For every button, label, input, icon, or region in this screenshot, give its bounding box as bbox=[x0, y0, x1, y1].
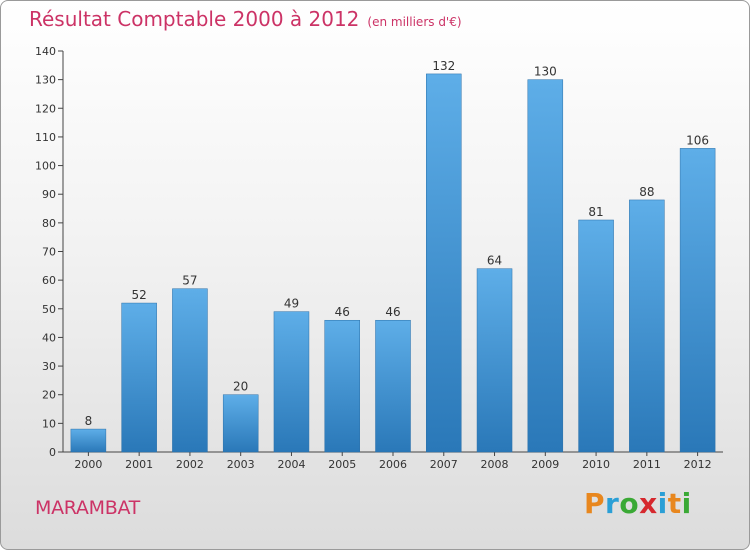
y-tick-label: 20 bbox=[42, 389, 56, 402]
bar-2002 bbox=[172, 288, 208, 453]
bar-2006 bbox=[375, 319, 411, 453]
bar-value-label: 20 bbox=[233, 380, 248, 394]
logo-letter: o bbox=[619, 487, 640, 520]
commune-name: MARAMBAT bbox=[35, 497, 140, 519]
logo-letter: i bbox=[681, 487, 692, 520]
bar-2005 bbox=[324, 319, 360, 453]
y-tick-label: 80 bbox=[42, 217, 56, 230]
x-tick-label: 2008 bbox=[481, 458, 509, 471]
y-tick-label: 30 bbox=[42, 360, 56, 373]
bar-value-label: 106 bbox=[686, 133, 709, 147]
chart-subtitle: (en milliers d'€) bbox=[367, 15, 462, 29]
bar-value-label: 46 bbox=[335, 305, 350, 319]
bar-2004 bbox=[273, 311, 310, 453]
x-tick-label: 2002 bbox=[176, 458, 204, 471]
y-tick-label: 0 bbox=[49, 446, 56, 459]
x-tick-label: 2009 bbox=[531, 458, 559, 471]
x-tick-label: 2012 bbox=[684, 458, 712, 471]
x-tick-label: 2006 bbox=[379, 458, 407, 471]
bar-2009 bbox=[527, 79, 564, 453]
logo-letter: x bbox=[639, 487, 658, 520]
x-tick-label: 2007 bbox=[430, 458, 458, 471]
x-tick-label: 2001 bbox=[125, 458, 153, 471]
y-tick-label: 10 bbox=[42, 417, 56, 430]
bar-value-label: 57 bbox=[182, 274, 197, 288]
logo-letter: i bbox=[657, 487, 668, 520]
y-tick-label: 70 bbox=[42, 246, 56, 259]
bars: 8 52 57 20 49 46 46 132 64 130 81 88 106 bbox=[70, 59, 716, 453]
y-tick-label: 50 bbox=[42, 303, 56, 316]
bar-value-label: 132 bbox=[432, 59, 455, 73]
y-tick-label: 100 bbox=[35, 160, 56, 173]
bar-value-label: 88 bbox=[639, 185, 654, 199]
bar-value-label: 52 bbox=[132, 288, 147, 302]
bar-2001 bbox=[121, 302, 157, 453]
y-tick-label: 90 bbox=[42, 188, 56, 201]
x-tick-label: 2003 bbox=[227, 458, 255, 471]
bar-2008 bbox=[476, 268, 513, 453]
bar-2012 bbox=[679, 148, 716, 453]
y-tick-label: 130 bbox=[35, 74, 56, 87]
y-tick-label: 60 bbox=[42, 274, 56, 287]
bar-2011 bbox=[629, 199, 665, 453]
bar-value-label: 81 bbox=[588, 205, 603, 219]
y-tick-label: 110 bbox=[35, 131, 56, 144]
bar-value-label: 49 bbox=[284, 297, 299, 311]
x-tick-label: 2000 bbox=[74, 458, 102, 471]
logo-letter: P bbox=[584, 487, 606, 520]
bar-2003 bbox=[222, 394, 259, 453]
bar-2007 bbox=[426, 73, 462, 453]
y-tick-label: 40 bbox=[42, 331, 56, 344]
y-tick-label: 140 bbox=[35, 45, 56, 58]
logo-letter: r bbox=[605, 487, 620, 520]
x-tick-label: 2011 bbox=[633, 458, 661, 471]
x-tick-label: 2010 bbox=[582, 458, 610, 471]
bar-2000 bbox=[70, 428, 107, 453]
x-tick-label: 2005 bbox=[328, 458, 356, 471]
x-tick-label: 2004 bbox=[277, 458, 305, 471]
bar-2010 bbox=[578, 219, 614, 453]
bar-value-label: 130 bbox=[534, 65, 557, 79]
chart-title: Résultat Comptable 2000 à 2012 (en millie… bbox=[29, 7, 462, 31]
bar-value-label: 8 bbox=[85, 414, 93, 428]
y-tick-label: 120 bbox=[35, 102, 56, 115]
bar-value-label: 64 bbox=[487, 254, 502, 268]
logo-letter: t bbox=[667, 487, 682, 520]
proxiti-logo: Proxiti bbox=[584, 487, 692, 520]
chart-title-text: Résultat Comptable 2000 à 2012 bbox=[29, 7, 360, 31]
bar-value-label: 46 bbox=[385, 305, 400, 319]
axes: 0 10 20 30 40 50 60 70 80 90 100 110 120 130 140 2000 20… bbox=[35, 45, 723, 471]
